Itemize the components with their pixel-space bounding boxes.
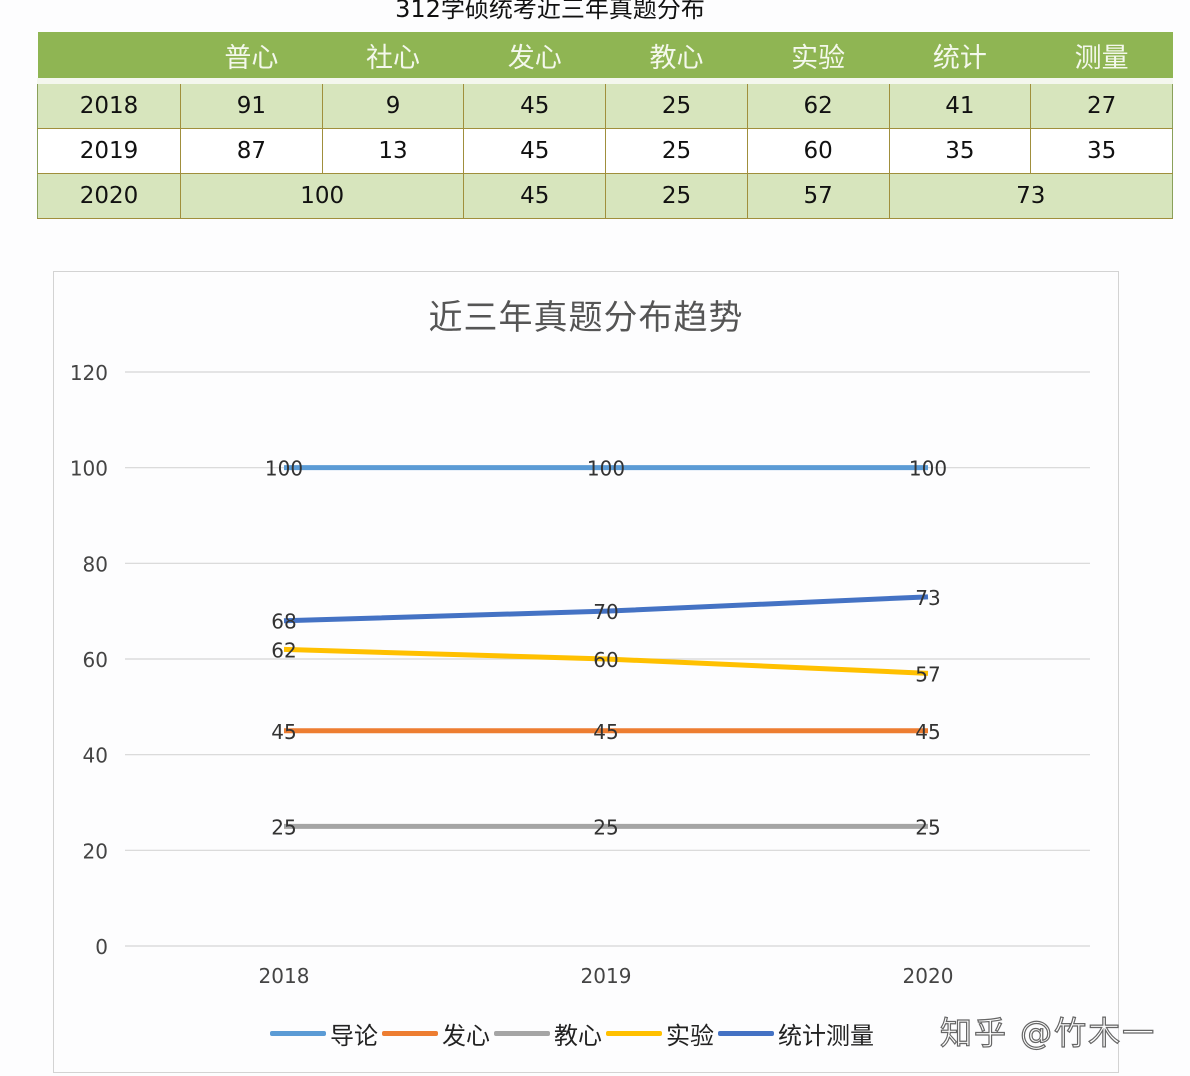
y-tick-label: 60 [83,648,108,672]
series-line [283,594,929,624]
legend-label: 教心 [554,1022,602,1050]
x-tick-label: 2018 [259,964,310,988]
year-cell: 2018 [37,80,181,129]
data-label: 100 [265,457,303,481]
table-cell: 57 [746,173,890,219]
column-header: 社心 [322,32,464,84]
legend-label: 实验 [666,1022,714,1050]
legend-label: 发心 [442,1022,490,1050]
watermark: 知乎 @竹木一 [939,1013,1157,1052]
column-header: 发心 [463,32,606,84]
chart-area: 近三年真题分布趋势 [53,271,1119,1073]
table-cell-merged: 73 [888,173,1174,219]
table-row: 2020 100 45 25 57 73 [37,173,1174,219]
chart-title: 近三年真题分布趋势 [428,298,744,338]
table-cell: 87 [180,128,323,174]
y-tick-label: 20 [83,839,108,863]
table-cell: 45 [463,173,607,219]
table-cell: 9 [321,80,465,129]
table-cell: 13 [321,128,465,174]
data-label: 70 [593,600,618,624]
data-label: 57 [915,662,940,686]
table-cell: 25 [605,128,748,174]
column-header: 测量 [1030,32,1173,84]
table-cell: 60 [746,128,890,174]
data-label: 25 [271,815,296,839]
table-cell: 25 [605,173,748,219]
column-header: 统计 [889,32,1031,84]
column-header: 实验 [747,32,890,84]
column-header: 普心 [180,32,323,84]
year-cell: 2020 [37,173,181,219]
data-label: 25 [915,815,940,839]
table-cell: 25 [605,80,748,129]
y-tick-label: 100 [70,457,108,481]
table-cell: 27 [1030,80,1173,129]
legend-swatch-icon [606,1031,662,1036]
y-tick-label: 80 [83,552,108,576]
legend-swatch-icon [270,1031,326,1036]
year-cell: 2019 [37,128,181,174]
data-label: 45 [593,720,618,744]
legend-swatch-icon [718,1031,774,1036]
x-tick-label: 2020 [903,964,954,988]
legend-swatch-icon [382,1031,438,1036]
y-tick-label: 40 [83,744,108,768]
table-cell: 35 [1030,128,1173,174]
x-tick-label: 2019 [581,964,632,988]
data-label: 100 [587,457,625,481]
legend-item: 导论 [270,1016,378,1051]
legend-swatch-icon [494,1031,550,1036]
table-header-row: 普心 社心 发心 教心 实验 统计 测量 [37,32,1173,84]
data-label: 60 [593,648,618,672]
series-line [283,646,929,676]
table-cell-merged: 100 [179,173,465,219]
legend-item: 实验 [606,1016,714,1051]
data-label: 68 [271,610,296,634]
data-label: 73 [915,586,940,610]
table-cell: 45 [463,128,607,174]
legend-label: 导论 [330,1022,378,1050]
legend-label: 统计测量 [778,1022,874,1050]
data-label: 100 [909,457,947,481]
table-cell: 45 [463,80,607,129]
column-header [37,32,181,84]
page-title: 312学硕统考近三年真题分布 [395,0,705,23]
legend-item: 统计测量 [718,1016,874,1051]
data-label: 45 [271,720,296,744]
distribution-table: 普心 社心 发心 教心 实验 统计 测量 2018 91 9 45 25 62 … [37,32,1174,219]
data-label: 62 [271,638,296,662]
y-tick-label: 0 [95,935,108,959]
chart-legend: 导论 发心 教心 实验 统计测量 [270,1016,878,1051]
table-cell: 62 [746,80,890,129]
legend-item: 发心 [382,1016,490,1051]
data-label: 45 [915,720,940,744]
data-label: 25 [593,815,618,839]
legend-item: 教心 [494,1016,602,1051]
y-tick-label: 120 [70,361,108,385]
column-header: 教心 [605,32,748,84]
